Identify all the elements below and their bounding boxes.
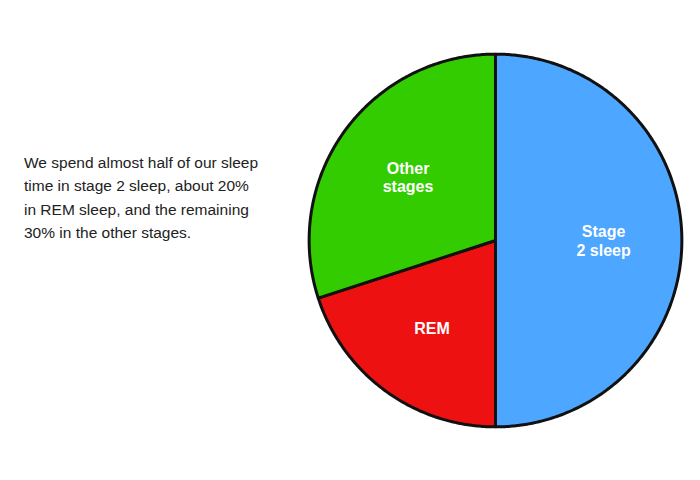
svg-text:Stage2 sleep: Stage2 sleep — [576, 223, 630, 258]
html-text:We spend almost half of our sl: We spend almost half of our sleep time i… — [24, 153, 259, 241]
svg-text:Otherstages: Otherstages — [383, 160, 434, 195]
svg-text:REM: REM — [414, 320, 450, 337]
